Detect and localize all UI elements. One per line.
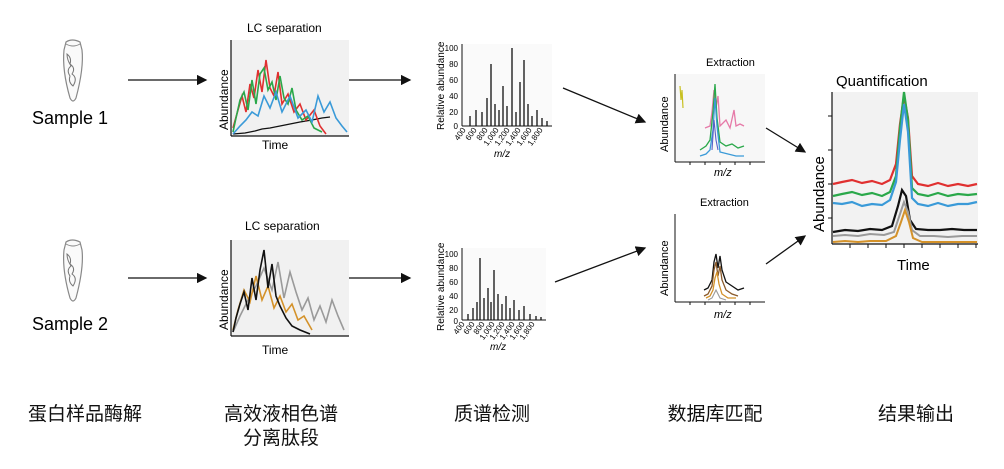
lc-chart-1-ylabel: Abundance (217, 69, 231, 130)
extraction-chart-1: Extraction Abundance m/z (659, 57, 765, 179)
extraction-1-title: Extraction (706, 57, 755, 69)
ms-2-ytick-60: 60 (449, 278, 458, 287)
arrow-extraction2-to-quant (765, 235, 807, 265)
sample-tube-icon-1 (63, 39, 83, 102)
ms-2-ytick-40: 40 (449, 292, 458, 301)
extraction-2-ylabel: Abundance (659, 240, 671, 296)
extraction-1-ylabel: Abundance (659, 96, 671, 152)
stage-label-ms: 质谱检测 (453, 403, 530, 425)
ms-1-ytick-40: 40 (449, 92, 458, 101)
arrow-ms2-to-extraction (554, 246, 647, 283)
lc-chart-1-title: LC separation (247, 21, 322, 35)
ms-1-ytick-100: 100 (445, 44, 459, 53)
arrow-extraction1-to-quant (765, 127, 807, 153)
sample-tube-icon-2 (63, 239, 83, 302)
ms-2-ytick-20: 20 (449, 306, 458, 315)
lc-chart-1-xlabel: Time (262, 138, 289, 152)
ms-1-ylabel: Relative abundance (436, 41, 447, 130)
lc-chart-1: LC separation Abundance Time (217, 21, 349, 152)
ms-2-ylabel: Relative abundance (436, 242, 447, 331)
stage-label-database: 数据库匹配 (667, 403, 763, 425)
quantification-chart: Quantification Abundance Time (811, 73, 978, 274)
quant-xlabel: Time (897, 257, 930, 274)
ms-1-ytick-20: 20 (449, 108, 458, 117)
ms-spectrum-2: 100 80 60 40 20 0 400 600 800 1,000 1,20… (436, 242, 546, 353)
ms-1-ytick-60: 60 (449, 76, 458, 85)
quant-title: Quantification (836, 73, 928, 90)
extraction-2-title: Extraction (700, 197, 749, 209)
ms-1-ytick-0: 0 (454, 122, 459, 131)
ms-spectrum-1: 100 80 60 40 20 0 400 600 800 1,000 1,20… (436, 41, 552, 160)
stage-label-digestion: 蛋白样品酶解 (27, 403, 142, 425)
sample-1-label: Sample 1 (32, 108, 108, 128)
ms-1-xlabel: m/z (494, 149, 510, 160)
stage-label-output: 结果输出 (877, 403, 954, 425)
extraction-chart-2: Extraction Abundance m/z (659, 197, 765, 321)
ms-2-ytick-80: 80 (449, 264, 458, 273)
ms-2-xlabel: m/z (490, 342, 506, 353)
extraction-2-xlabel: m/z (714, 309, 732, 321)
lc-chart-2-xlabel: Time (262, 343, 289, 357)
ms-2-ytick-0: 0 (454, 317, 459, 326)
lc-chart-2-ylabel: Abundance (217, 269, 231, 330)
stage-label-lc: 高效液相色谱 分离肽段 (223, 403, 338, 449)
extraction-1-xlabel: m/z (714, 167, 732, 179)
arrow-ms1-to-extraction (562, 87, 647, 124)
lc-chart-2-title: LC separation (245, 219, 320, 233)
lc-chart-2: LC separation Abundance Time (217, 219, 349, 357)
quant-ylabel: Abundance (811, 156, 828, 232)
ms-1-ytick-80: 80 (449, 60, 458, 69)
ms-2-ytick-100: 100 (445, 250, 459, 259)
sample-2-label: Sample 2 (32, 314, 108, 334)
